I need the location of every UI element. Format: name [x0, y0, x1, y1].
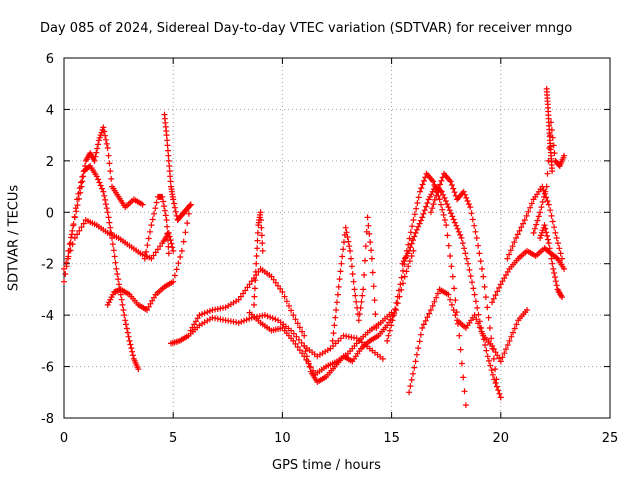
- plus-markers: [168, 312, 386, 362]
- plus-markers: [246, 309, 395, 378]
- series-track-s: [530, 119, 568, 236]
- plus-markers: [61, 217, 177, 272]
- chart-title: Day 085 of 2024, Sidereal Day-to-day VTE…: [40, 21, 573, 36]
- data-marks: [61, 85, 568, 409]
- x-tick-label: 20: [493, 431, 510, 446]
- y-tick-label: -6: [41, 361, 54, 376]
- series-track-t: [537, 222, 565, 301]
- series-track-j: [251, 209, 266, 308]
- plus-markers: [141, 193, 172, 262]
- plus-markers: [406, 286, 530, 396]
- series-track-r: [504, 183, 565, 262]
- series-track-n: [399, 183, 504, 401]
- plus-markers: [251, 209, 266, 308]
- y-tick-label: -8: [41, 412, 54, 427]
- plus-markers: [61, 163, 142, 373]
- y-tick-label: 0: [46, 206, 54, 221]
- series-track-f: [161, 111, 194, 223]
- x-tick-label: 25: [602, 431, 619, 446]
- plus-markers: [543, 85, 556, 175]
- tick-labels: 0 5 10 15 20 25 -8 -6 -4 -2 0 2 4 6: [41, 52, 618, 446]
- x-tick-label: 15: [383, 431, 400, 446]
- series-track-i: [246, 309, 395, 378]
- plot-frame: [63, 57, 611, 419]
- y-tick-label: 6: [46, 52, 54, 67]
- plus-markers: [329, 214, 380, 344]
- x-tick-label: 10: [274, 431, 291, 446]
- plus-markers: [427, 170, 500, 383]
- x-tick-label: 5: [169, 431, 177, 446]
- series-track-a: [61, 163, 142, 373]
- axis-ticks: [63, 57, 611, 419]
- series-track-k: [301, 247, 417, 385]
- y-axis-label: SDTVAR / TECUs: [6, 184, 22, 292]
- plus-markers: [530, 119, 568, 236]
- y-tick-label: 4: [46, 103, 54, 118]
- plus-markers: [301, 247, 417, 385]
- series-track-c: [61, 217, 177, 272]
- y-tick-label: -4: [41, 309, 54, 324]
- plus-markers: [537, 222, 565, 301]
- series-track-h: [187, 265, 308, 339]
- series-track-p: [427, 170, 500, 383]
- series-track-g: [168, 312, 386, 362]
- plus-markers: [187, 265, 308, 339]
- plus-markers: [104, 201, 194, 313]
- y-tick-label: 2: [46, 155, 54, 170]
- series-track-e: [141, 193, 172, 262]
- plus-markers: [399, 183, 504, 401]
- plus-markers: [504, 183, 565, 262]
- series-track-l: [329, 214, 380, 344]
- x-axis-label: GPS time / hours: [272, 458, 381, 473]
- series-track-o: [406, 286, 530, 396]
- x-tick-label: 0: [60, 431, 68, 446]
- plus-markers: [161, 111, 194, 223]
- y-tick-label: -2: [41, 258, 54, 273]
- series-track-u: [543, 85, 556, 175]
- series-track-d: [104, 201, 194, 313]
